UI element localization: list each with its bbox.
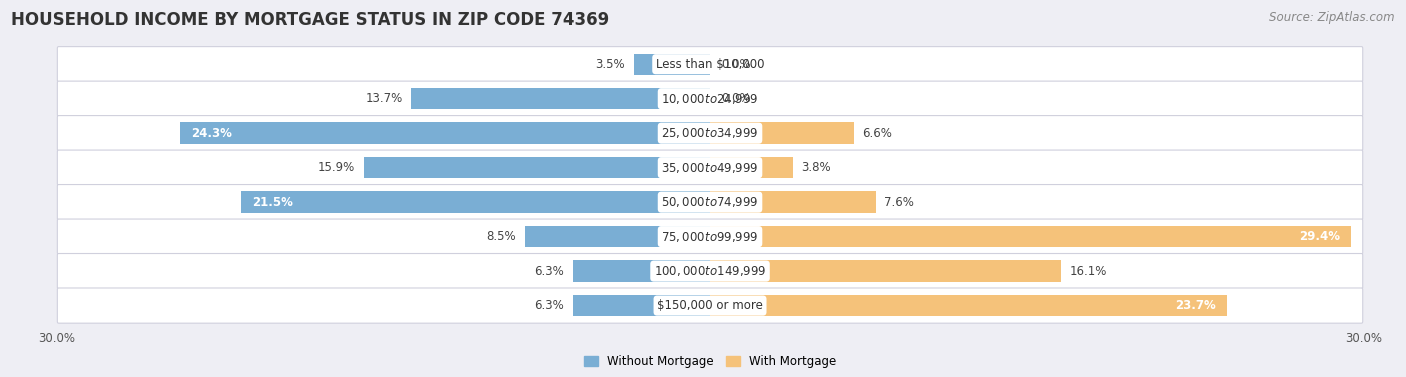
Bar	[242, 192, 710, 213]
Text: Less than $10,000: Less than $10,000	[655, 58, 765, 71]
FancyBboxPatch shape	[58, 253, 1362, 289]
FancyBboxPatch shape	[58, 185, 1362, 220]
Bar	[572, 261, 710, 282]
Bar	[710, 226, 1351, 247]
Text: 16.1%: 16.1%	[1070, 265, 1107, 277]
Bar	[524, 226, 710, 247]
Text: 0.0%: 0.0%	[721, 58, 751, 71]
Text: 7.6%: 7.6%	[884, 196, 914, 208]
Text: $10,000 to $24,999: $10,000 to $24,999	[661, 92, 759, 106]
FancyBboxPatch shape	[58, 47, 1362, 82]
Text: 8.5%: 8.5%	[486, 230, 516, 243]
Text: Source: ZipAtlas.com: Source: ZipAtlas.com	[1270, 11, 1395, 24]
FancyBboxPatch shape	[58, 150, 1362, 185]
Text: 21.5%: 21.5%	[253, 196, 294, 208]
FancyBboxPatch shape	[58, 116, 1362, 151]
Bar	[710, 261, 1062, 282]
Bar	[710, 192, 876, 213]
Text: HOUSEHOLD INCOME BY MORTGAGE STATUS IN ZIP CODE 74369: HOUSEHOLD INCOME BY MORTGAGE STATUS IN Z…	[11, 11, 609, 29]
Text: $100,000 to $149,999: $100,000 to $149,999	[654, 264, 766, 278]
FancyBboxPatch shape	[58, 288, 1362, 323]
Bar	[634, 54, 710, 75]
Text: 6.6%: 6.6%	[862, 127, 893, 139]
Text: $35,000 to $49,999: $35,000 to $49,999	[661, 161, 759, 175]
Text: 3.5%: 3.5%	[595, 58, 626, 71]
Text: $25,000 to $34,999: $25,000 to $34,999	[661, 126, 759, 140]
Bar	[710, 157, 793, 178]
Text: $75,000 to $99,999: $75,000 to $99,999	[661, 230, 759, 244]
Text: $150,000 or more: $150,000 or more	[657, 299, 763, 312]
Bar	[710, 295, 1226, 316]
Text: $50,000 to $74,999: $50,000 to $74,999	[661, 195, 759, 209]
Text: 6.3%: 6.3%	[534, 299, 564, 312]
Bar	[364, 157, 710, 178]
Text: 6.3%: 6.3%	[534, 265, 564, 277]
Bar	[572, 295, 710, 316]
Legend: Without Mortgage, With Mortgage: Without Mortgage, With Mortgage	[579, 351, 841, 373]
Text: 29.4%: 29.4%	[1299, 230, 1340, 243]
FancyBboxPatch shape	[58, 219, 1362, 254]
Text: 13.7%: 13.7%	[366, 92, 402, 105]
Text: 0.0%: 0.0%	[721, 92, 751, 105]
Bar	[710, 123, 853, 144]
Bar	[412, 88, 710, 109]
Bar	[180, 123, 710, 144]
Text: 15.9%: 15.9%	[318, 161, 354, 174]
Text: 3.8%: 3.8%	[801, 161, 831, 174]
Text: 24.3%: 24.3%	[191, 127, 232, 139]
Text: 23.7%: 23.7%	[1175, 299, 1216, 312]
FancyBboxPatch shape	[58, 81, 1362, 116]
